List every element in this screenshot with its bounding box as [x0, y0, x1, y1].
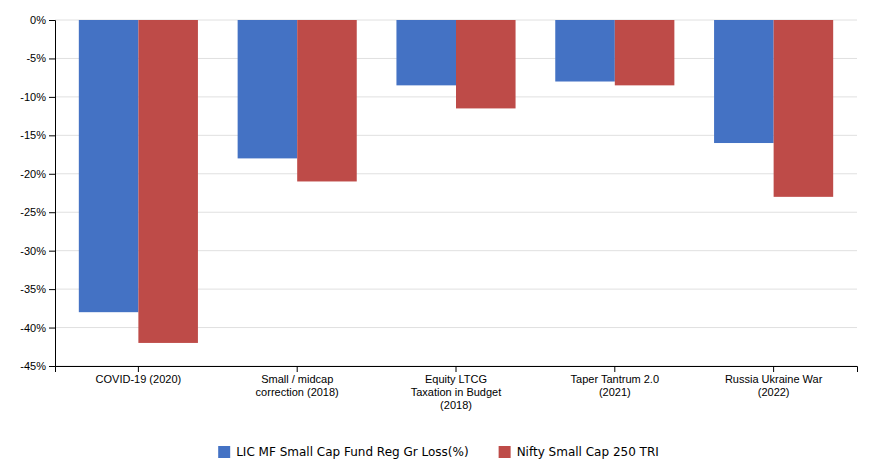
legend-label: LIC MF Small Cap Fund Reg Gr Loss(%) [236, 445, 468, 459]
x-tick-mark [138, 366, 139, 372]
bar [79, 20, 139, 312]
bar [138, 20, 198, 343]
y-tick: -20% [20, 168, 55, 180]
x-tick-label: Russia Ukraine War(2022) [725, 373, 823, 398]
chart: 0% -5% -10% -15% -20% -25% -30% -35% -40% -45% COV… [0, 0, 877, 466]
y-tick-mark [49, 97, 55, 98]
bar [297, 20, 357, 181]
y-tick: -35% [20, 283, 55, 295]
bar [555, 20, 615, 82]
legend-label: Nifty Small Cap 250 TRI [517, 445, 659, 459]
y-tick-mark [49, 251, 55, 252]
x-tick-mark [456, 366, 457, 372]
y-tick-mark [49, 212, 55, 213]
x-tick-label: Taper Tantrum 2.0(2021) [571, 373, 659, 398]
y-tick-label: -40% [20, 322, 46, 334]
y-tick-mark [49, 174, 55, 175]
bar [456, 20, 516, 108]
x-tick: Equity LTCGTaxation in Budget(2018) [411, 366, 502, 411]
x-tick-mark [773, 366, 774, 372]
y-tick-mark [49, 135, 55, 136]
x-tick: Taper Tantrum 2.0(2021) [571, 366, 659, 398]
x-tick-mark [297, 366, 298, 372]
legend-swatch [499, 446, 511, 458]
y-axis: 0% -5% -10% -15% -20% -25% -30% -35% -40% -45% [20, 14, 55, 372]
bars [79, 20, 833, 343]
y-tick-mark [49, 328, 55, 329]
y-tick-label: -15% [20, 129, 46, 141]
legend-swatch [218, 446, 230, 458]
y-tick-mark [49, 20, 55, 21]
y-tick-label: -30% [20, 245, 46, 257]
x-tick-label-line: (2021) [599, 386, 631, 398]
bar [396, 20, 456, 85]
x-tick-label-line: COVID-19 (2020) [96, 373, 182, 385]
bar [714, 20, 774, 143]
bar [238, 20, 298, 158]
x-tick: Small / midcapcorrection (2018) [256, 366, 339, 398]
x-axis-line [56, 367, 858, 373]
x-tick: COVID-19 (2020) [96, 366, 182, 385]
y-tick-label: -10% [20, 91, 46, 103]
y-tick-label: 0% [30, 14, 46, 26]
y-axis-line [49, 21, 56, 367]
y-tick-mark [49, 366, 55, 367]
bar [774, 20, 834, 197]
y-tick: -5% [26, 52, 55, 64]
y-tick: -30% [20, 245, 55, 257]
x-tick-mark [614, 366, 615, 372]
y-tick-label: -35% [20, 283, 46, 295]
legend-item: LIC MF Small Cap Fund Reg Gr Loss(%) [218, 445, 468, 459]
x-tick-label-line: Russia Ukraine War [725, 373, 823, 385]
y-tick: 0% [30, 14, 55, 26]
y-tick: -40% [20, 322, 55, 334]
x-tick-label: COVID-19 (2020) [96, 373, 182, 385]
x-axis: COVID-19 (2020) Small / midcapcorrection … [56, 366, 858, 411]
grid [55, 20, 857, 366]
y-tick-label: -20% [20, 168, 46, 180]
x-tick-label-line: Equity LTCG [425, 373, 487, 385]
legend: LIC MF Small Cap Fund Reg Gr Loss(%) Nift… [218, 445, 659, 459]
x-tick-label-line: Taxation in Budget [411, 386, 502, 398]
x-tick-label: Small / midcapcorrection (2018) [256, 373, 339, 398]
y-tick-label: -25% [20, 206, 46, 218]
y-tick: -10% [20, 91, 55, 103]
x-tick-label-line: correction (2018) [256, 386, 339, 398]
x-tick-label-line: Small / midcap [261, 373, 333, 385]
x-tick: Russia Ukraine War(2022) [725, 366, 823, 398]
y-tick: -25% [20, 206, 55, 218]
series [138, 20, 833, 343]
y-tick-label: -45% [20, 360, 46, 372]
y-tick-mark [49, 58, 55, 59]
plot: 0% -5% -10% -15% -20% -25% -30% -35% -40% -45% COV… [20, 14, 857, 411]
x-tick-label-line: (2018) [440, 399, 472, 411]
x-tick-label-line: (2022) [758, 386, 790, 398]
y-tick-label: -5% [26, 52, 46, 64]
y-tick-mark [49, 289, 55, 290]
bar [615, 20, 675, 85]
legend-item: Nifty Small Cap 250 TRI [499, 445, 659, 459]
y-tick: -45% [20, 360, 55, 372]
x-tick-label: Equity LTCGTaxation in Budget(2018) [411, 373, 502, 411]
y-tick: -15% [20, 129, 55, 141]
x-tick-label-line: Taper Tantrum 2.0 [571, 373, 659, 385]
